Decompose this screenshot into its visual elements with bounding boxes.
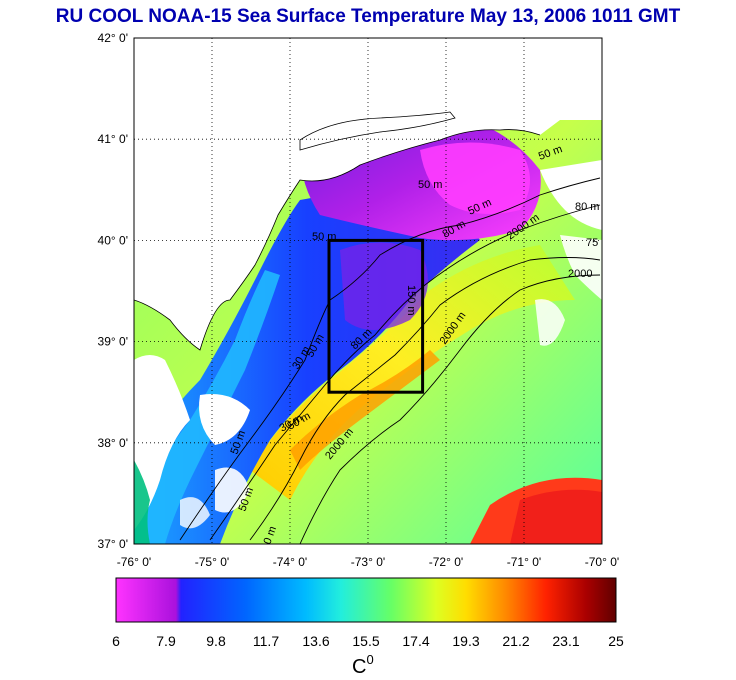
latitude-tick-label: 39° 0'	[98, 335, 128, 349]
longitude-tick-label: -73° 0'	[351, 555, 385, 569]
lat-lon-grid	[134, 38, 602, 544]
colorbar-tick-label: 6	[112, 633, 120, 649]
colorbar-tick-label: 15.5	[352, 633, 379, 649]
colorbar-gradient	[115, 577, 617, 623]
latitude-tick-label: 40° 0'	[98, 233, 128, 247]
colorbar-tick-label: 19.3	[452, 633, 479, 649]
contour-label: 50 m	[418, 179, 442, 191]
map-title: RU COOL NOAA-15 Sea Surface Temperature …	[55, 6, 681, 27]
longitude-tick-label: -72° 0'	[429, 555, 463, 569]
latitude-tick-label: 37° 0'	[98, 537, 128, 551]
contour-label: 75	[586, 237, 598, 249]
depth-contours	[179, 177, 601, 544]
latitude-tick-label: 41° 0'	[98, 132, 128, 146]
longitude-tick-label: -70° 0'	[585, 555, 619, 569]
coastal-green-water	[134, 460, 150, 544]
latitude-tick-label: 38° 0'	[98, 436, 128, 450]
land-cape-cod	[540, 160, 602, 230]
long-island	[300, 112, 455, 150]
colorbar-unit: C0	[352, 652, 374, 678]
colorbar-tick-label: 25	[608, 633, 624, 649]
contour-label: 2000	[568, 268, 592, 280]
coastline	[134, 129, 541, 351]
contour-label: 80 m	[575, 201, 599, 213]
study-area-box	[327, 238, 425, 394]
land-delmarva	[134, 300, 190, 530]
longitude-tick-label: -76° 0'	[117, 555, 151, 569]
contour-label: 150 m	[405, 285, 417, 316]
longitude-tick-labels: -76° 0' -75° 0' -74° 0' -73° 0' -72° 0' -71° …	[117, 555, 619, 569]
contour-label: 0 m	[262, 525, 280, 546]
colorbar-tick-label: 17.4	[402, 633, 429, 649]
colorbar-tick-labels: 6 7.9 9.8 11.7 13.6 15.5 17.4 19.3 21.2 23.1 25	[112, 633, 624, 649]
colorbar-tick-label: 13.6	[302, 633, 329, 649]
longitude-tick-label: -75° 0'	[195, 555, 229, 569]
longitude-tick-label: -71° 0'	[507, 555, 541, 569]
colorbar-tick-label: 23.1	[552, 633, 579, 649]
latitude-tick-labels: 42° 0' 41° 0' 40° 0' 39° 0' 38° 0' 37° 0'	[98, 31, 128, 551]
colorbar-tick-label: 7.9	[156, 633, 176, 649]
latitude-tick-label: 42° 0'	[98, 31, 128, 45]
colorbar-tick-label: 11.7	[253, 633, 279, 649]
colorbar-tick-label: 21.2	[502, 633, 529, 649]
longitude-tick-label: -74° 0'	[273, 555, 307, 569]
land-northeast	[134, 38, 602, 350]
colorbar-tick-label: 9.8	[206, 633, 226, 649]
colorbar: 6 7.9 9.8 11.7 13.6 15.5 17.4 19.3 21.2 23.1 25 C0	[112, 577, 624, 678]
